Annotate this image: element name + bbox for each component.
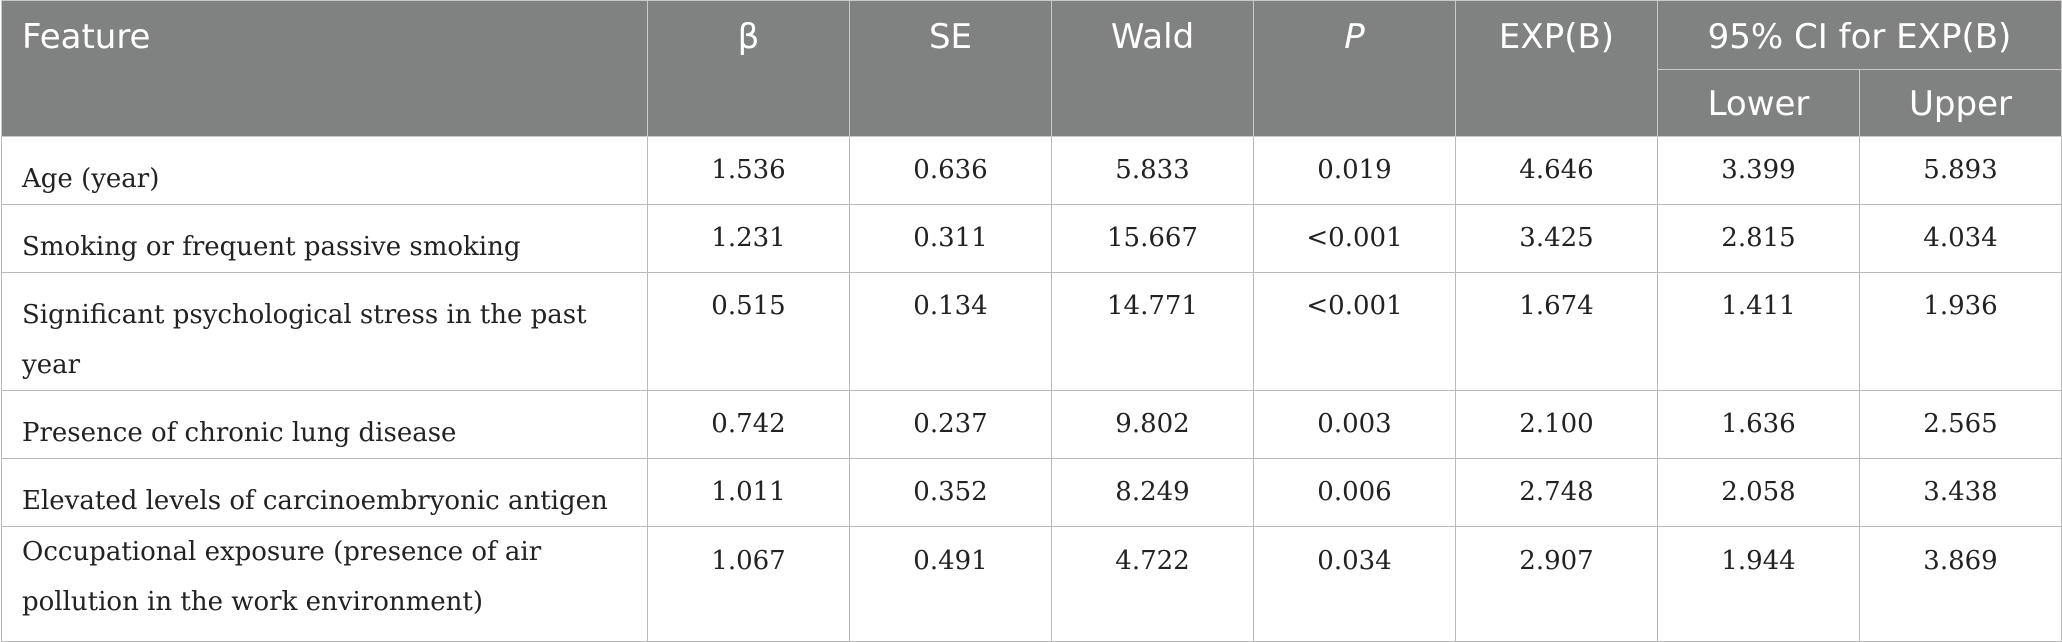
cell-wald: 8.249 [1051, 458, 1254, 527]
cell-feature: Occupational exposure (presence of air p… [1, 526, 648, 642]
table-row: Occupational exposure (presence of air p… [1, 526, 2062, 642]
cell-beta: 1.011 [647, 458, 850, 527]
cell-p: <0.001 [1253, 204, 1456, 273]
cell-feature: Smoking or frequent passive smoking [1, 204, 648, 273]
cell-se: 0.491 [849, 526, 1052, 642]
cell-expb: 1.674 [1455, 272, 1658, 391]
cell-p: 0.006 [1253, 458, 1456, 527]
cell-upper: 1.936 [1859, 272, 2062, 391]
cell-p: 0.034 [1253, 526, 1456, 642]
table-body: Age (year) 1.536 0.636 5.833 0.019 4.646… [1, 136, 2062, 642]
cell-wald: 4.722 [1051, 526, 1254, 642]
cell-wald: 9.802 [1051, 390, 1254, 459]
table-header: Feature β SE Wald P EXP(B) 95% CI for EX… [1, 0, 2062, 137]
cell-p: 0.003 [1253, 390, 1456, 459]
cell-expb: 3.425 [1455, 204, 1658, 273]
cell-expb: 4.646 [1455, 136, 1658, 205]
cell-lower: 1.944 [1657, 526, 1860, 642]
cell-beta: 1.067 [647, 526, 850, 642]
cell-se: 0.237 [849, 390, 1052, 459]
cell-se: 0.134 [849, 272, 1052, 391]
cell-lower: 2.058 [1657, 458, 1860, 527]
header-wald: Wald [1051, 0, 1254, 137]
table-row: Presence of chronic lung disease 0.742 0… [1, 390, 2062, 459]
cell-p: <0.001 [1253, 272, 1456, 391]
cell-lower: 1.636 [1657, 390, 1860, 459]
cell-beta: 0.742 [647, 390, 850, 459]
cell-lower: 3.399 [1657, 136, 1860, 205]
cell-feature: Age (year) [1, 136, 648, 205]
cell-expb: 2.907 [1455, 526, 1658, 642]
header-beta: β [647, 0, 850, 137]
cell-feature: Presence of chronic lung disease [1, 390, 648, 459]
cell-se: 0.311 [849, 204, 1052, 273]
cell-expb: 2.748 [1455, 458, 1658, 527]
header-ci: 95% CI for EXP(B) [1657, 0, 2062, 70]
cell-expb: 2.100 [1455, 390, 1658, 459]
cell-wald: 14.771 [1051, 272, 1254, 391]
cell-se: 0.352 [849, 458, 1052, 527]
header-expb: EXP(B) [1455, 0, 1658, 137]
cell-beta: 1.536 [647, 136, 850, 205]
cell-upper: 3.438 [1859, 458, 2062, 527]
cell-p: 0.019 [1253, 136, 1456, 205]
cell-upper: 2.565 [1859, 390, 2062, 459]
header-feature: Feature [1, 0, 648, 137]
table-row: Age (year) 1.536 0.636 5.833 0.019 4.646… [1, 136, 2062, 205]
cell-upper: 3.869 [1859, 526, 2062, 642]
cell-wald: 5.833 [1051, 136, 1254, 205]
header-se: SE [849, 0, 1052, 137]
cell-lower: 2.815 [1657, 204, 1860, 273]
cell-wald: 15.667 [1051, 204, 1254, 273]
cell-lower: 1.411 [1657, 272, 1860, 391]
header-p: P [1253, 0, 1456, 137]
cell-se: 0.636 [849, 136, 1052, 205]
header-upper: Upper [1859, 69, 2062, 137]
header-lower: Lower [1657, 69, 1860, 137]
table-row: Elevated levels of carcinoembryonic anti… [1, 458, 2062, 527]
cell-beta: 0.515 [647, 272, 850, 391]
cell-feature: Elevated levels of carcinoembryonic anti… [1, 458, 648, 527]
table-row: Significant psychological stress in the … [1, 272, 2062, 391]
cell-feature: Significant psychological stress in the … [1, 272, 648, 391]
table-row: Smoking or frequent passive smoking 1.23… [1, 204, 2062, 273]
cell-upper: 5.893 [1859, 136, 2062, 205]
cell-upper: 4.034 [1859, 204, 2062, 273]
cell-beta: 1.231 [647, 204, 850, 273]
